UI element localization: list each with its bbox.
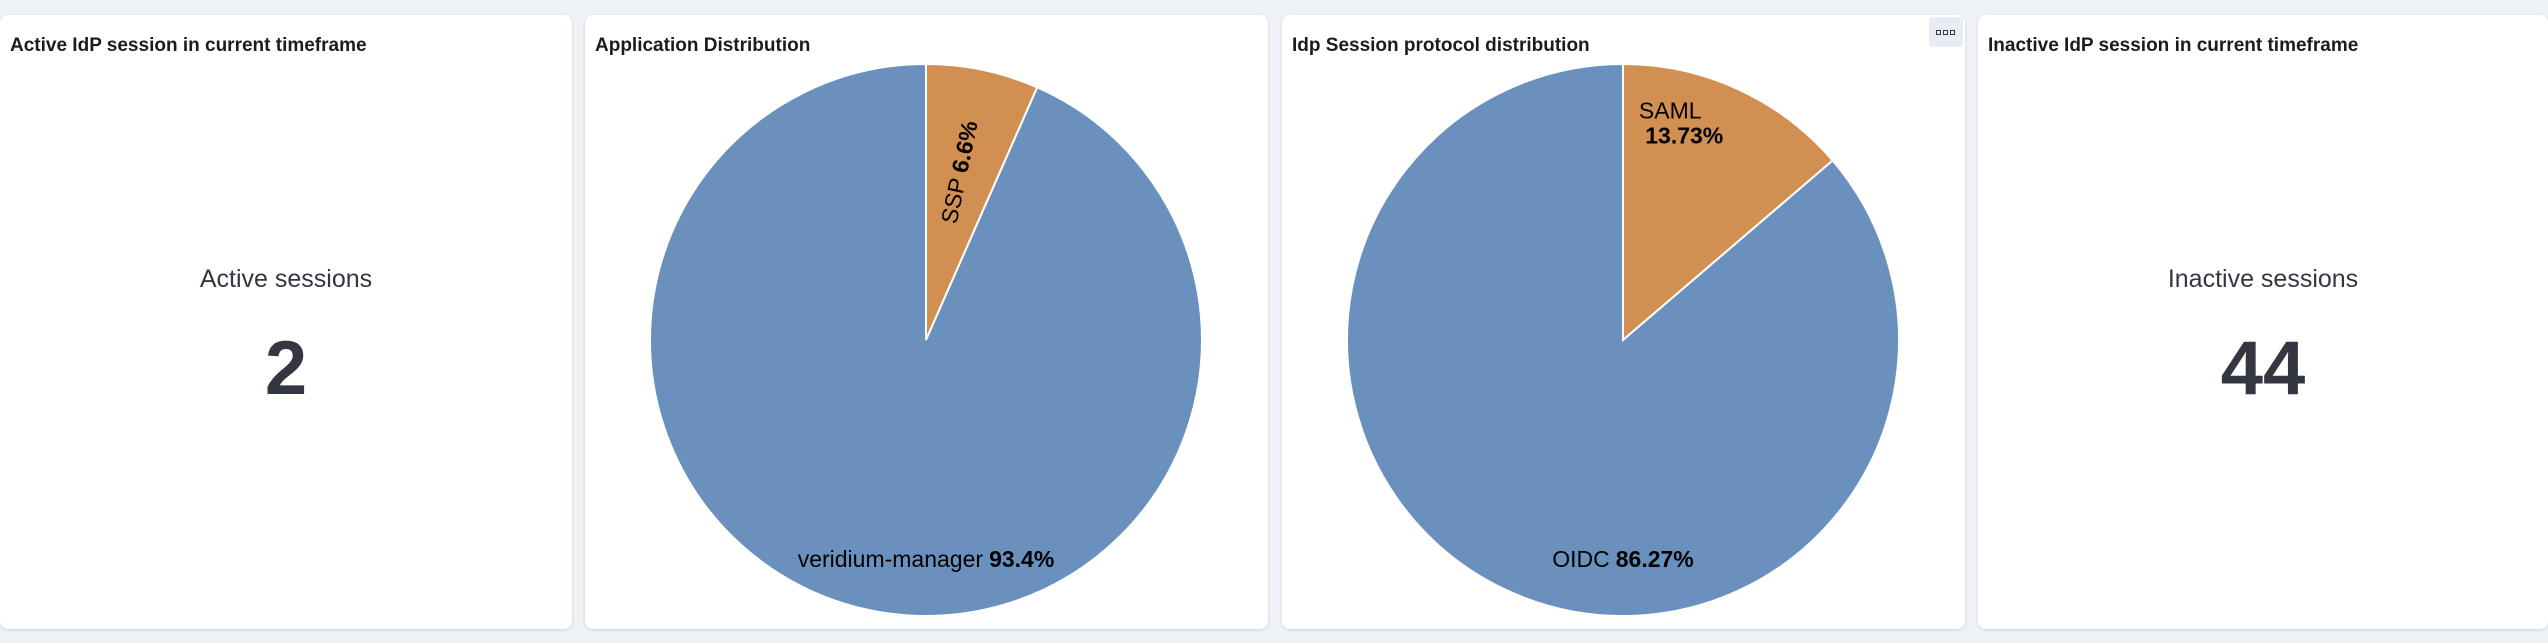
panel-menu-button[interactable] — [1929, 17, 1963, 47]
slice-value: 86.27% — [1616, 546, 1694, 572]
slice-name: SAML — [1639, 97, 1702, 123]
slice-label: OIDC 86.27% — [1552, 546, 1694, 572]
pie-slice — [649, 62, 1203, 617]
pie-chart: SSP6.6%veridium-manager 93.4% — [649, 62, 1203, 617]
slice-label: veridium-manager 93.4% — [798, 546, 1055, 572]
pie-slice — [1346, 62, 1900, 617]
metric-value: 2 — [264, 326, 308, 411]
slice-name: OIDC — [1552, 546, 1610, 572]
metric-label: Active sessions — [199, 265, 373, 293]
panel-title: Idp Session protocol distribution — [1292, 35, 1590, 56]
panel-title: Active IdP session in current timeframe — [10, 35, 367, 56]
panel: Active IdP session in current timeframe … — [0, 15, 572, 629]
panel: Application Distribution SSP6.6% veridium… — [585, 15, 1268, 629]
slice-value: 93.4% — [989, 546, 1054, 572]
slice-value: 13.73% — [1645, 122, 1723, 148]
pie-slice — [1622, 62, 1835, 343]
panel-title: Inactive IdP session in current timefram… — [1988, 35, 2359, 56]
pie-slice — [925, 62, 1039, 341]
panel: Idp Session protocol distribution SAML 13… — [1282, 15, 1965, 629]
metric-value: 44 — [2220, 326, 2306, 411]
metric-label: Inactive sessions — [2167, 265, 2359, 293]
slice-name: veridium-manager — [798, 546, 984, 572]
panel: Inactive IdP session in current timefram… — [1978, 15, 2548, 629]
panel-title: Application Distribution — [595, 35, 811, 56]
